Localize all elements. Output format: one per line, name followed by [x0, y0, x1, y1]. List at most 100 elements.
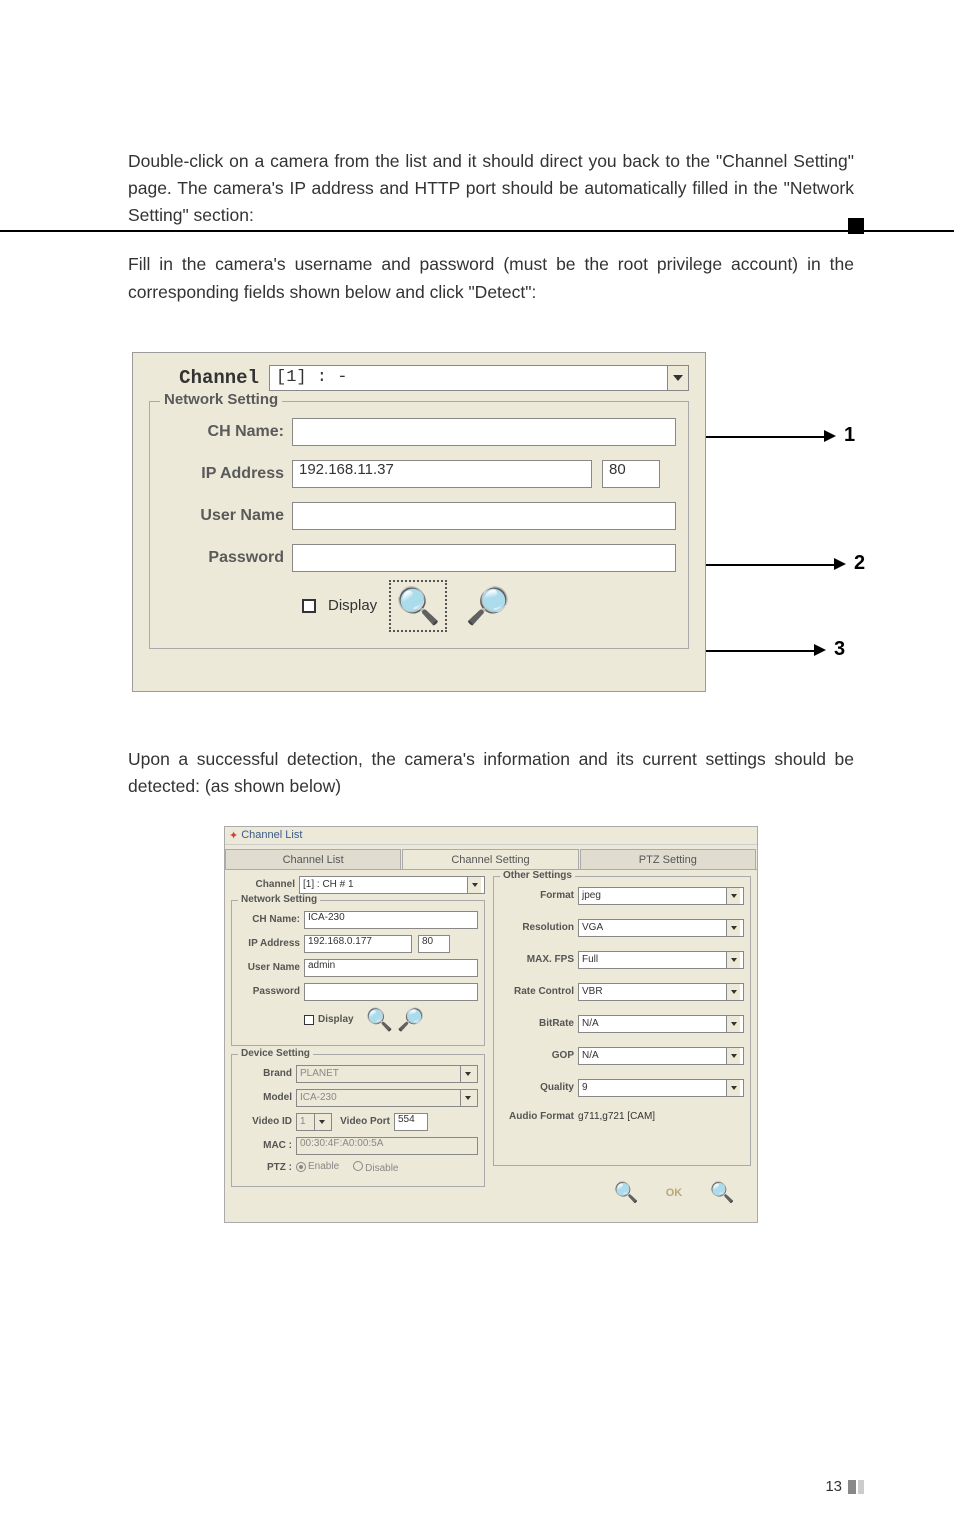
- title-icon: ✦: [229, 829, 238, 842]
- paragraph-3: Upon a successful detection, the camera'…: [128, 746, 854, 800]
- display-checkbox[interactable]: [302, 599, 316, 613]
- quality-select[interactable]: 9: [578, 1079, 744, 1097]
- port-input[interactable]: 80: [418, 935, 450, 953]
- ok-button[interactable]: OK: [653, 1178, 695, 1208]
- network-setting-legend: Network Setting: [160, 391, 282, 408]
- chevron-down-icon: [726, 1048, 740, 1064]
- footer-decoration: [848, 1480, 856, 1494]
- audio-format-value: g711,g721 [CAM]: [578, 1111, 655, 1122]
- channel-label: Channel: [149, 367, 269, 389]
- chevron-down-icon: [314, 1114, 328, 1130]
- footer-decoration: [858, 1480, 864, 1494]
- format-label: Format: [500, 890, 578, 901]
- bitrate-select[interactable]: N/A: [578, 1015, 744, 1033]
- ip-address-input[interactable]: 192.168.11.37: [292, 460, 592, 488]
- search-button[interactable]: 🔎: [459, 580, 517, 632]
- audio-format-label: Audio Format: [500, 1111, 578, 1122]
- channel-dropdown-button[interactable]: [667, 365, 689, 391]
- chevron-down-icon: [726, 952, 740, 968]
- chevron-down-icon: [467, 877, 481, 893]
- magnifier-icon: 🔍: [396, 585, 441, 627]
- maxfps-select[interactable]: Full: [578, 951, 744, 969]
- ip-address-input[interactable]: 192.168.0.177: [304, 935, 412, 953]
- device-setting-legend: Device Setting: [238, 1048, 313, 1059]
- rate-control-label: Rate Control: [500, 986, 578, 997]
- password-input[interactable]: [304, 983, 478, 1001]
- port-input[interactable]: 80: [602, 460, 660, 488]
- chevron-down-icon: [726, 1080, 740, 1096]
- pointer-arrow-2: [834, 558, 846, 570]
- pointer-line-3: [706, 650, 814, 652]
- ptz-disable-radio: Disable: [353, 1161, 398, 1174]
- display-checkbox[interactable]: [304, 1015, 314, 1025]
- apply-button[interactable]: 🔍: [701, 1178, 743, 1208]
- figure-1: Channel [1] : - Network Setting CH Name:…: [132, 352, 854, 712]
- channel-select[interactable]: [1] : CH # 1: [299, 876, 485, 894]
- password-label: Password: [162, 549, 292, 567]
- user-name-label: User Name: [162, 507, 292, 525]
- maxfps-label: MAX. FPS: [500, 954, 578, 965]
- detect-button[interactable]: 🔍: [366, 1007, 393, 1033]
- network-setting-fieldset: Network Setting CH Name: ICA-230 IP Addr…: [231, 900, 485, 1046]
- video-port-label: Video Port: [332, 1116, 394, 1127]
- channel-label: Channel: [231, 879, 299, 890]
- ch-name-label: CH Name:: [238, 914, 304, 925]
- model-select: ICA-230: [296, 1089, 478, 1107]
- resolution-label: Resolution: [500, 922, 578, 933]
- resolution-select[interactable]: VGA: [578, 919, 744, 937]
- device-setting-fieldset: Device Setting Brand PLANET Model ICA-23…: [231, 1054, 485, 1187]
- chevron-down-icon: [726, 920, 740, 936]
- ptz-label: PTZ :: [238, 1162, 296, 1173]
- user-name-input[interactable]: admin: [304, 959, 478, 977]
- tab-ptz-setting[interactable]: PTZ Setting: [580, 849, 756, 869]
- chevron-down-icon: [673, 375, 683, 381]
- ip-address-label: IP Address: [162, 465, 292, 483]
- detect-button[interactable]: 🔍: [389, 580, 447, 632]
- user-name-input[interactable]: [292, 502, 676, 530]
- pointer-arrow-1: [824, 430, 836, 442]
- brand-label: Brand: [238, 1068, 296, 1079]
- mac-input: 00:30:4F:A0:00:5A: [296, 1137, 478, 1155]
- password-input[interactable]: [292, 544, 676, 572]
- gop-select[interactable]: N/A: [578, 1047, 744, 1065]
- page-footer: 13: [825, 1478, 864, 1495]
- bitrate-label: BitRate: [500, 1018, 578, 1029]
- chevron-down-icon: [460, 1066, 474, 1082]
- mac-label: MAC :: [238, 1140, 296, 1151]
- brand-select: PLANET: [296, 1065, 478, 1083]
- channel-select[interactable]: [1] : -: [269, 365, 667, 391]
- chevron-down-icon: [726, 1016, 740, 1032]
- other-settings-fieldset: Other Settings Format jpeg Resolution VG…: [493, 876, 751, 1166]
- paragraph-2: Fill in the camera's username and passwo…: [128, 251, 854, 305]
- quality-label: Quality: [500, 1082, 578, 1093]
- password-label: Password: [238, 986, 304, 997]
- network-setting-legend: Network Setting: [238, 894, 320, 905]
- rate-control-select[interactable]: VBR: [578, 983, 744, 1001]
- pointer-number-3: 3: [834, 638, 845, 661]
- ch-name-input[interactable]: ICA-230: [304, 911, 478, 929]
- video-id-select: 1: [296, 1113, 332, 1131]
- pointer-line-2: [706, 564, 834, 566]
- search-button[interactable]: 🔎: [397, 1007, 424, 1033]
- magnifier-next-icon: 🔎: [466, 585, 511, 627]
- display-label: Display: [318, 1014, 358, 1025]
- chevron-down-icon: [726, 984, 740, 1000]
- pointer-number-1: 1: [844, 424, 855, 447]
- format-select[interactable]: jpeg: [578, 887, 744, 905]
- user-name-label: User Name: [238, 962, 304, 973]
- ch-name-input[interactable]: [292, 418, 676, 446]
- window-title: Channel List: [241, 829, 302, 841]
- network-setting-dialog: Channel [1] : - Network Setting CH Name:…: [132, 352, 706, 692]
- chevron-down-icon: [726, 888, 740, 904]
- page-number: 13: [825, 1478, 842, 1495]
- tab-channel-setting[interactable]: Channel Setting: [402, 849, 578, 869]
- video-id-label: Video ID: [238, 1116, 296, 1127]
- network-setting-fieldset: Network Setting CH Name: IP Address 192.…: [149, 401, 689, 649]
- channel-list-dialog: ✦ Channel List Channel List Channel Sett…: [224, 826, 758, 1223]
- model-label: Model: [238, 1092, 296, 1103]
- pointer-number-2: 2: [854, 552, 865, 575]
- ip-address-label: IP Address: [238, 938, 304, 949]
- video-port-input[interactable]: 554: [394, 1113, 428, 1131]
- tab-channel-list[interactable]: Channel List: [225, 849, 401, 869]
- close-button[interactable]: 🔍: [605, 1178, 647, 1208]
